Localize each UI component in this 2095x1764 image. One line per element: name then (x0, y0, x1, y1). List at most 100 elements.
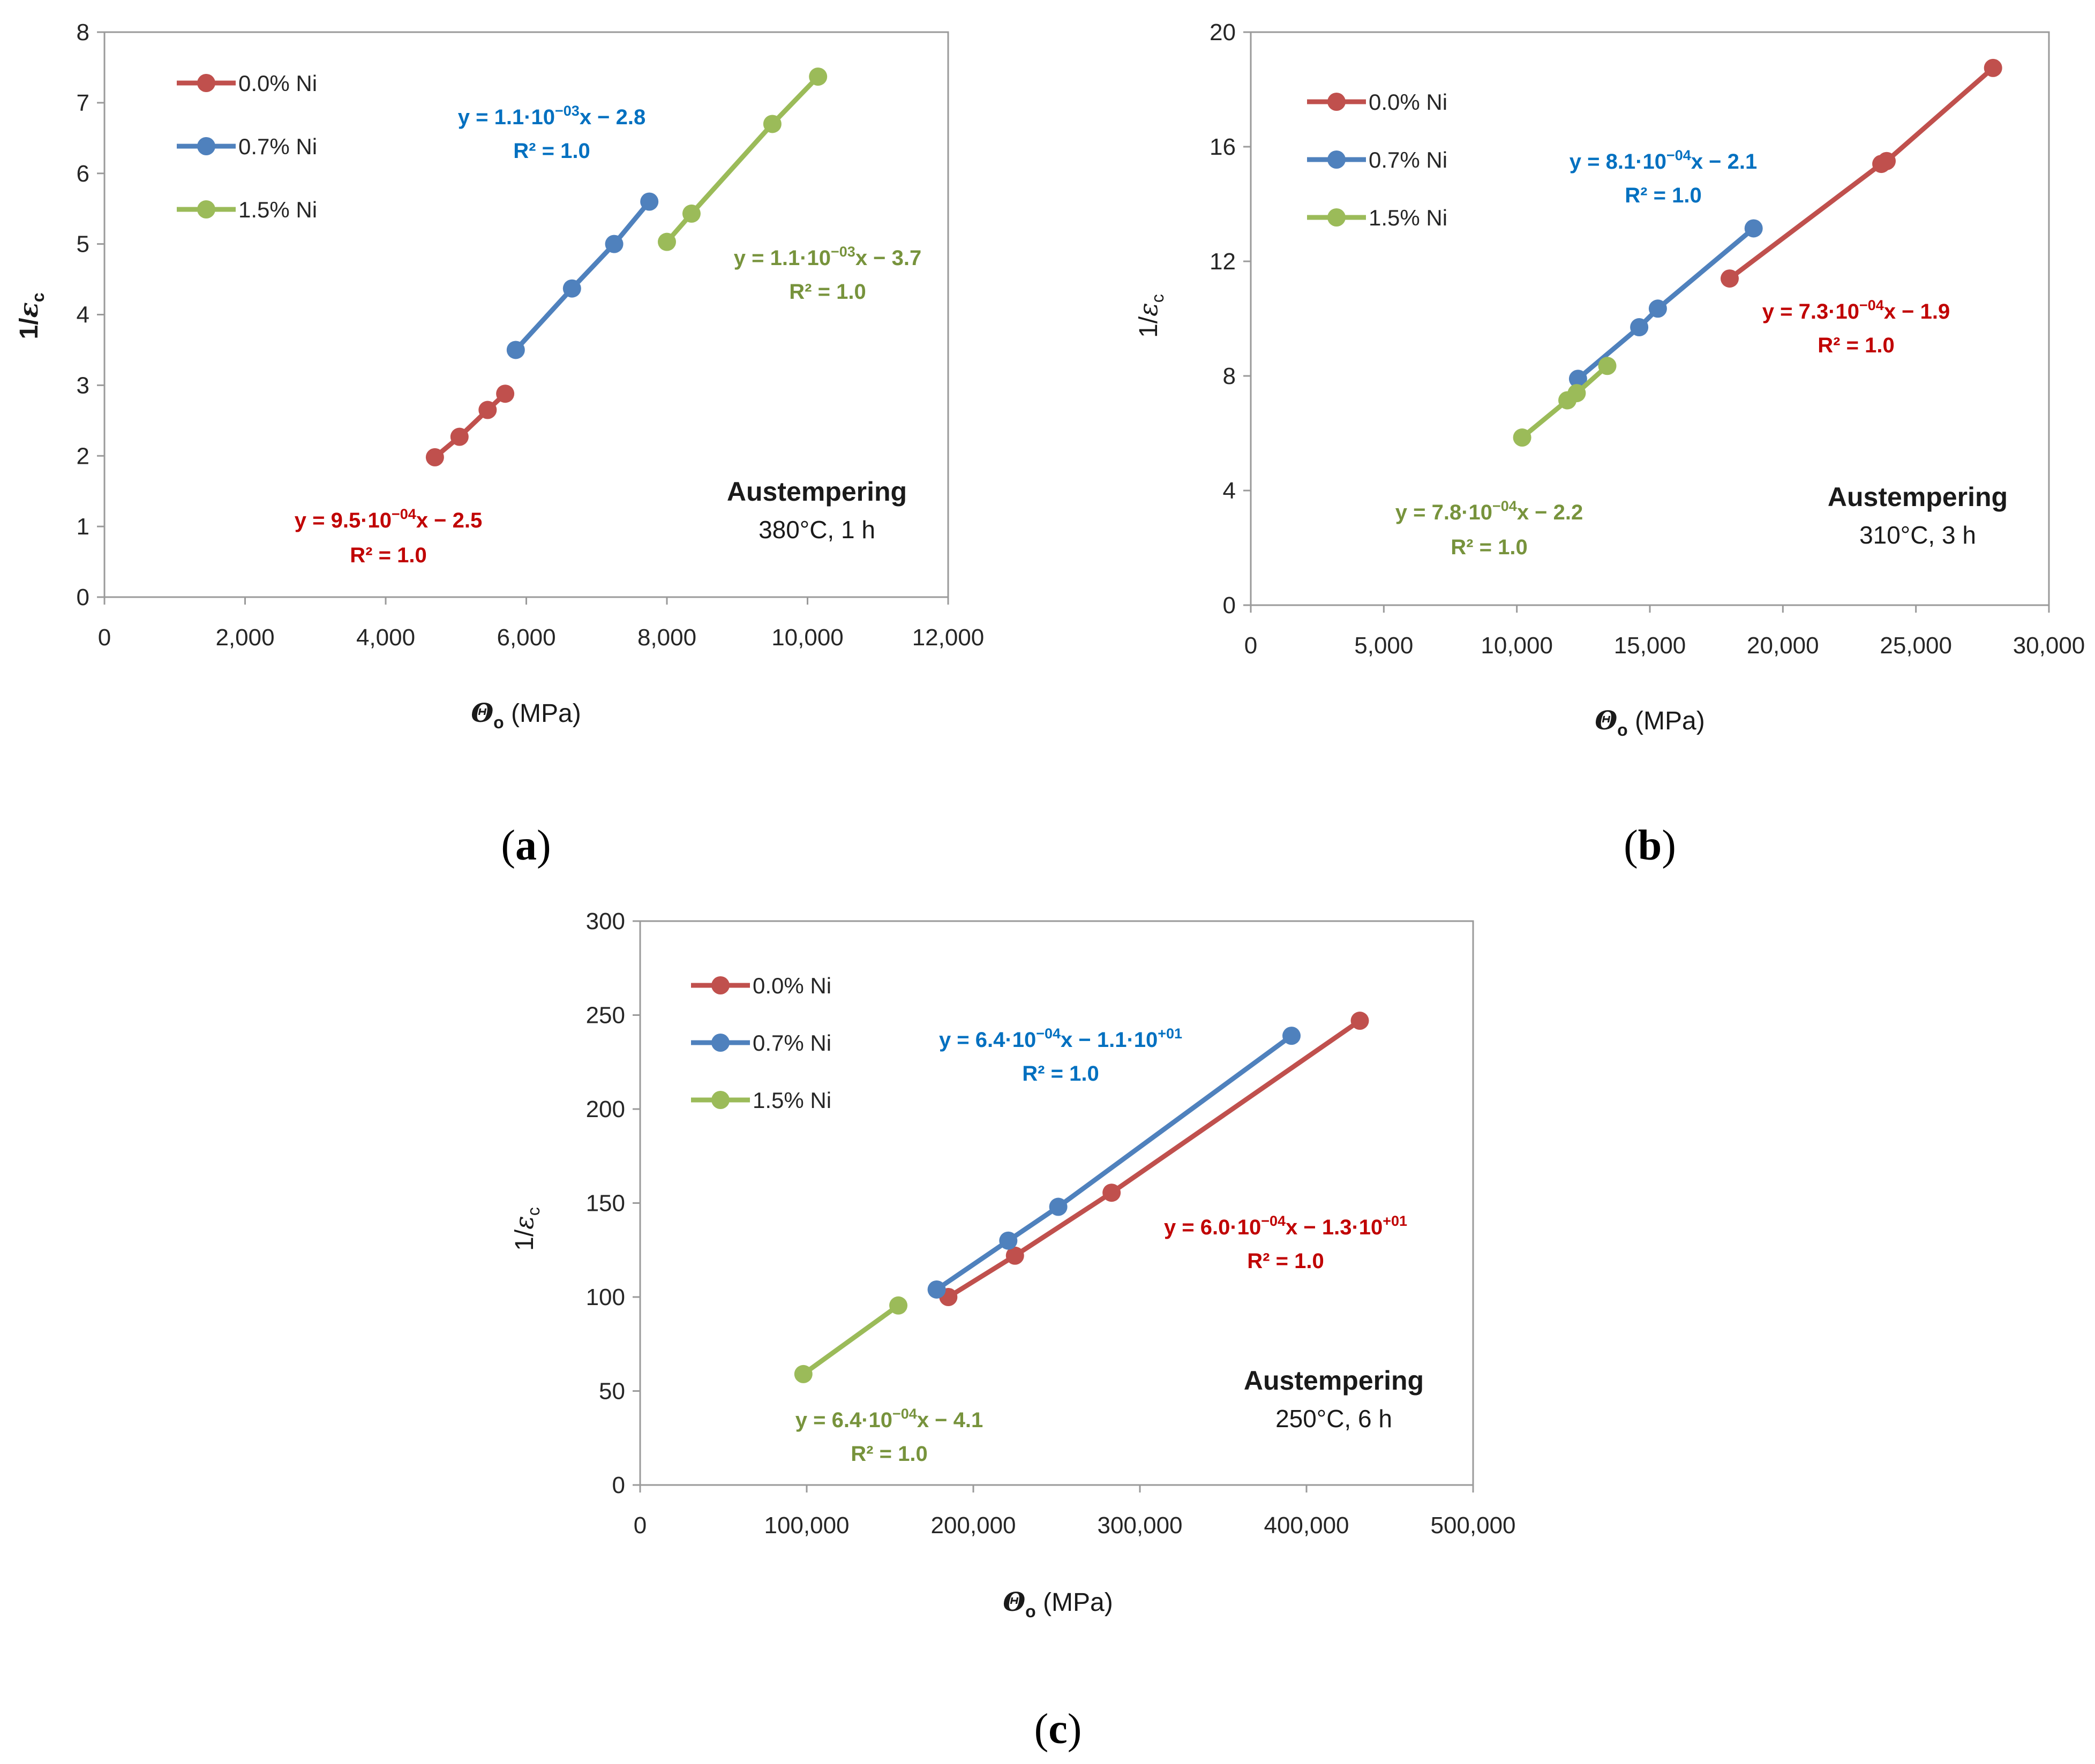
y-tick-label: 3 (77, 372, 89, 398)
x-tick-label: 30,000 (2013, 632, 2085, 659)
data-point-green (1598, 357, 1617, 375)
trendline-r-squared: R² = 1.0 (851, 1442, 927, 1466)
legend-label: 1.5% Ni (1369, 205, 1447, 230)
data-point-blue (1744, 219, 1763, 238)
annotation-title: Austempering (1828, 482, 2008, 512)
data-point-green (1567, 384, 1586, 403)
trendline-r-squared: R² = 1.0 (1247, 1249, 1324, 1273)
trendline-equation: y = 1.1·10−03x − 3.7 (734, 244, 922, 270)
y-axis-title: 1/εc (509, 1207, 543, 1251)
data-point-red (1721, 269, 1739, 288)
x-axis-title: Θo (MPa) (1595, 706, 1704, 740)
trendline-r-squared: R² = 1.0 (1818, 334, 1894, 357)
data-point-red (496, 385, 515, 403)
panel-label: (b) (1624, 822, 1676, 869)
legend-label: 0.0% Ni (753, 973, 831, 998)
y-tick-label: 4 (77, 302, 89, 328)
y-tick-label: 5 (77, 231, 89, 258)
data-point-blue (605, 235, 624, 253)
y-tick-label: 100 (586, 1284, 625, 1310)
legend-marker-blue (1327, 150, 1346, 169)
series-line-blue (1575, 225, 1756, 381)
x-tick-label: 2,000 (215, 624, 274, 651)
legend-marker-red (711, 976, 730, 994)
data-point-blue (1648, 299, 1667, 318)
x-tick-label: 0 (634, 1512, 647, 1539)
legend-label: 0.0% Ni (1369, 89, 1447, 115)
legend-marker-red (197, 74, 215, 92)
x-tick-label: 400,000 (1264, 1512, 1349, 1539)
x-tick-label: 20,000 (1747, 632, 1819, 659)
legend-marker-red (1327, 93, 1346, 111)
trendline-r-squared: R² = 1.0 (1451, 536, 1527, 559)
data-point-blue (1568, 370, 1587, 388)
data-point-green (794, 1365, 813, 1383)
legend-marker-green (711, 1091, 730, 1109)
x-tick-label: 200,000 (930, 1512, 1016, 1539)
y-tick-label: 4 (1223, 478, 1236, 504)
trendline-r-squared: R² = 1.0 (1625, 184, 1701, 207)
series-line-red (432, 391, 508, 460)
data-point-red (1350, 1012, 1369, 1030)
series-line-blue (513, 199, 652, 352)
x-tick-label: 300,000 (1097, 1512, 1182, 1539)
annotation-title: Austempering (1244, 1366, 1424, 1396)
y-tick-label: 200 (586, 1096, 625, 1122)
trendline-r-squared: R² = 1.0 (513, 139, 590, 163)
data-point-red (1878, 152, 1896, 170)
y-axis-title: 1/εc (1133, 294, 1167, 338)
trendline-equation: y = 9.5·10−04x − 2.5 (295, 506, 483, 532)
data-point-red (1984, 58, 2002, 77)
data-point-blue (506, 341, 525, 359)
annotation-subtitle: 250°C, 6 h (1275, 1405, 1392, 1433)
chart-panel-a: 0 1 2 3 4 5 6 7 8 0 2,000 4,000 6,000 8,000 10,000 12,0… (14, 19, 984, 869)
y-tick-label: 6 (77, 161, 89, 187)
legend-label: 1.5% Ni (753, 1088, 831, 1113)
x-tick-label: 25,000 (1880, 632, 1952, 659)
x-tick-label: 100,000 (764, 1512, 849, 1539)
data-point-red (478, 401, 497, 419)
legend-marker-blue (197, 137, 215, 155)
y-tick-label: 1 (77, 514, 89, 540)
y-tick-label: 0 (612, 1472, 625, 1498)
data-point-blue (1630, 318, 1649, 337)
x-tick-label: 15,000 (1614, 632, 1686, 659)
x-tick-label: 4,000 (356, 624, 415, 651)
legend-label: 0.7% Ni (753, 1030, 831, 1056)
x-tick-label: 0 (1244, 632, 1257, 659)
legend-marker-green (1327, 208, 1346, 227)
y-tick-label: 20 (1210, 19, 1236, 46)
x-tick-label: 10,000 (1481, 632, 1553, 659)
panel-label: (c) (1034, 1706, 1082, 1753)
legend-label: 0.7% Ni (1369, 147, 1447, 172)
trendline-r-squared: R² = 1.0 (1022, 1062, 1099, 1085)
trendline-equation: y = 6.4·10−04x − 1.1·10+01 (939, 1026, 1182, 1052)
data-point-green (658, 232, 676, 251)
trendline-r-squared: R² = 1.0 (350, 544, 426, 567)
series-line-red (945, 1018, 1363, 1300)
trendline-equation: y = 8.1·10−04x − 2.1 (1570, 147, 1758, 174)
y-tick-label: 50 (599, 1378, 625, 1405)
trendline-r-squared: R² = 1.0 (789, 280, 866, 304)
data-point-green (1513, 428, 1531, 447)
trendline-equation: y = 6.0·10−04x − 1.3·10+01 (1164, 1213, 1407, 1239)
series-line-red (1727, 65, 1996, 281)
y-tick-label: 0 (1223, 592, 1236, 619)
data-point-blue (1049, 1197, 1068, 1216)
data-point-red (450, 427, 469, 446)
legend-marker-blue (711, 1034, 730, 1052)
series-line-green (801, 1303, 901, 1377)
chart-panel-b: 0 4 8 12 16 20 0 5,000 10,000 15,000 20,000 25,000 3… (1133, 19, 2085, 869)
x-tick-label: 6,000 (497, 624, 555, 651)
x-tick-label: 500,000 (1430, 1512, 1515, 1539)
y-tick-label: 2 (77, 443, 89, 469)
series-line-blue (934, 1033, 1294, 1292)
y-tick-label: 0 (77, 584, 89, 610)
trendline-equation: y = 1.1·10−03x − 2.8 (458, 103, 646, 129)
x-tick-label: 10,000 (771, 624, 844, 651)
data-point-blue (640, 192, 659, 211)
data-point-red (1005, 1246, 1024, 1265)
x-tick-label: 12,000 (912, 624, 985, 651)
trendline-equation: y = 7.8·10−04x − 2.2 (1395, 498, 1583, 524)
data-point-blue (562, 279, 581, 298)
